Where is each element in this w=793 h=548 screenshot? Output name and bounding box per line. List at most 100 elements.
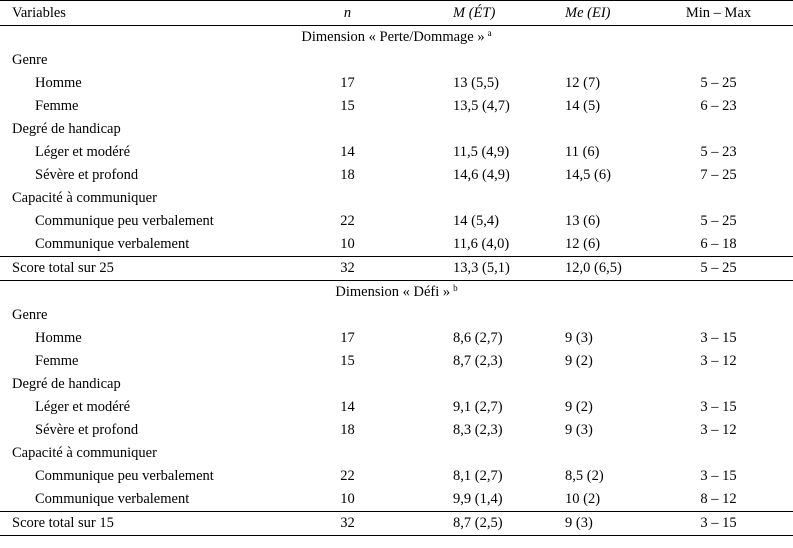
group-row: Degré de handicap <box>0 118 793 141</box>
row-label: Sévère et profond <box>35 167 139 183</box>
cell-min-max: 5 – 25 <box>650 256 793 281</box>
table-row: Léger et modéré 14 11,5 (4,9) 11 (6) 5 –… <box>0 141 793 164</box>
cell-n: 32 <box>300 256 395 281</box>
cell-mean-sd: 14,6 (4,9) <box>453 167 510 183</box>
header-median-symbol: Me <box>565 4 584 21</box>
cell-mean-sd: 8,6 (2,7) <box>453 330 503 346</box>
cell-n: 10 <box>340 491 355 507</box>
cell-min-max: 8 – 12 <box>700 491 737 507</box>
total-row: Score total sur 15 32 8,7 (2,5) 9 (3) 3 … <box>0 511 793 536</box>
cell-median-iqr: 14 (5) <box>565 98 601 114</box>
group-row: Genre <box>0 304 793 327</box>
table-row: Sévère et profond 18 8,3 (2,3) 9 (3) 3 –… <box>0 419 793 442</box>
group-row: Genre <box>0 49 793 72</box>
group-label: Degré de handicap <box>12 121 121 137</box>
header-min-max: Min – Max <box>650 0 793 26</box>
cell-median-iqr: 13 (6) <box>565 213 601 229</box>
cell-min-max: 3 – 15 <box>650 511 793 536</box>
cell-n: 18 <box>340 422 355 438</box>
row-label: Communique peu verbalement <box>35 468 214 484</box>
group-row: Degré de handicap <box>0 373 793 396</box>
header-mean-sd: M (ÉT) <box>395 0 540 26</box>
cell-median-iqr: 9 (3) <box>540 511 650 536</box>
section-title: Dimension « Perte/Dommage » a <box>301 28 492 45</box>
header-median-iqr: Me (EI) <box>540 0 650 26</box>
row-label: Communique peu verbalement <box>35 213 214 229</box>
cell-n: 14 <box>340 144 355 160</box>
table-row: Homme 17 8,6 (2,7) 9 (3) 3 – 15 <box>0 327 793 350</box>
cell-n: 22 <box>340 468 355 484</box>
section-note: a <box>487 28 492 38</box>
cell-n: 18 <box>340 167 355 183</box>
row-label: Homme <box>35 330 82 346</box>
group-label: Genre <box>12 52 48 68</box>
cell-median-iqr: 12,0 (6,5) <box>540 256 650 281</box>
cell-median-iqr: 9 (3) <box>565 422 593 438</box>
cell-n: 10 <box>340 236 355 252</box>
row-label: Femme <box>35 353 79 369</box>
cell-min-max: 5 – 25 <box>700 75 737 91</box>
cell-median-iqr: 10 (2) <box>565 491 601 507</box>
cell-median-iqr: 12 (7) <box>565 75 601 91</box>
row-label: Léger et modéré <box>35 399 131 415</box>
cell-median-iqr: 12 (6) <box>565 236 601 252</box>
group-label: Capacité à communiquer <box>12 445 157 461</box>
section-title-row: Dimension « Perte/Dommage » a <box>0 26 793 50</box>
cell-mean-sd: 8,7 (2,5) <box>395 511 540 536</box>
row-label: Sévère et profond <box>35 422 139 438</box>
cell-median-iqr: 8,5 (2) <box>565 468 604 484</box>
cell-n: 14 <box>340 399 355 415</box>
cell-n: 32 <box>300 511 395 536</box>
cell-min-max: 6 – 18 <box>700 236 737 252</box>
cell-min-max: 6 – 23 <box>700 98 737 114</box>
cell-n: 17 <box>340 330 355 346</box>
cell-mean-sd: 13 (5,5) <box>453 75 499 91</box>
cell-min-max: 3 – 12 <box>700 353 737 369</box>
table-row: Communique verbalement 10 11,6 (4,0) 12 … <box>0 233 793 257</box>
cell-min-max: 3 – 15 <box>700 399 737 415</box>
cell-median-iqr: 11 (6) <box>565 144 600 160</box>
cell-mean-sd: 8,3 (2,3) <box>453 422 503 438</box>
cell-n: 17 <box>340 75 355 91</box>
cell-n: 22 <box>340 213 355 229</box>
table-row: Sévère et profond 18 14,6 (4,9) 14,5 (6)… <box>0 164 793 187</box>
cell-median-iqr: 9 (2) <box>565 399 593 415</box>
cell-median-iqr: 14,5 (6) <box>565 167 611 183</box>
group-label: Genre <box>12 307 48 323</box>
cell-mean-sd: 13,3 (5,1) <box>395 256 540 281</box>
cell-mean-sd: 13,5 (4,7) <box>453 98 510 114</box>
cell-mean-sd: 9,9 (1,4) <box>453 491 503 507</box>
cell-min-max: 3 – 15 <box>700 330 737 346</box>
section-note: b <box>453 283 458 293</box>
section-title-row: Dimension « Défi » b <box>0 281 793 305</box>
row-label: Communique verbalement <box>35 491 190 507</box>
cell-n: 15 <box>340 353 355 369</box>
cell-mean-sd: 9,1 (2,7) <box>453 399 503 415</box>
cell-n: 15 <box>340 98 355 114</box>
header-sd-symbol: (ÉT) <box>468 4 496 21</box>
section-loss-damage: Dimension « Perte/Dommage » a Genre Homme… <box>0 26 793 281</box>
cell-mean-sd: 11,6 (4,0) <box>453 236 510 252</box>
group-row: Capacité à communiquer <box>0 442 793 465</box>
cell-min-max: 7 – 25 <box>700 167 737 183</box>
cell-median-iqr: 9 (2) <box>565 353 593 369</box>
cell-min-max: 3 – 12 <box>700 422 737 438</box>
group-row: Capacité à communiquer <box>0 187 793 210</box>
header-iqr-symbol: (EI) <box>587 4 611 21</box>
row-label: Communique verbalement <box>35 236 190 252</box>
cell-min-max: 5 – 25 <box>700 213 737 229</box>
cell-median-iqr: 9 (3) <box>565 330 593 346</box>
cell-mean-sd: 8,1 (2,7) <box>453 468 503 484</box>
cell-min-max: 3 – 15 <box>700 468 737 484</box>
table-row: Homme 17 13 (5,5) 12 (7) 5 – 25 <box>0 72 793 95</box>
cell-mean-sd: 8,7 (2,3) <box>453 353 503 369</box>
total-label: Score total sur 25 <box>0 256 300 281</box>
table-header-row: Variables n M (ÉT) Me (EI) Min – Max <box>0 0 793 26</box>
table-row: Femme 15 8,7 (2,3) 9 (2) 3 – 12 <box>0 350 793 373</box>
row-label: Homme <box>35 75 82 91</box>
cell-mean-sd: 14 (5,4) <box>453 213 499 229</box>
results-table: Variables n M (ÉT) Me (EI) Min – Max Dim… <box>0 0 793 536</box>
cell-min-max: 5 – 23 <box>700 144 737 160</box>
total-label: Score total sur 15 <box>0 511 300 536</box>
